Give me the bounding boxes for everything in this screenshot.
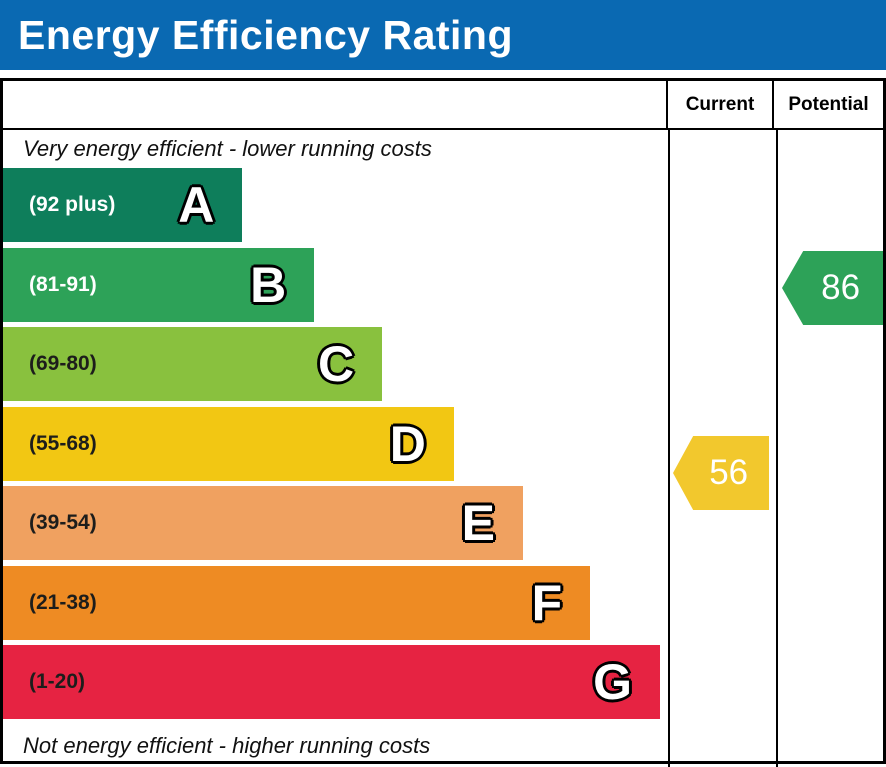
band-range-label: (55-68) [29, 431, 97, 455]
band-bar-e: (39-54) E [3, 486, 524, 560]
band-letter: A [178, 177, 215, 233]
band-row-a: (92 plus) A [3, 168, 668, 242]
band-row-c: (69-80) C [3, 327, 668, 401]
potential-rating-arrow: 86 [782, 251, 883, 325]
band-bar-f: (21-38) F [3, 565, 591, 640]
band-letter: E [461, 495, 496, 551]
current-column: 56 [670, 130, 778, 767]
band-bar-d: (55-68) D [3, 406, 454, 481]
current-rating-value: 56 [709, 453, 749, 492]
caption-bottom: Not energy efficient - higher running co… [23, 732, 431, 758]
band-letter: C [317, 336, 355, 392]
table-header-row: Current Potential [3, 81, 883, 130]
band-range-label: (69-80) [29, 352, 97, 375]
band-range-label: (81-91) [29, 272, 97, 296]
band-bar-a: (92 plus) A [3, 168, 243, 242]
bands-column: Very energy efficient - lower running co… [3, 130, 670, 767]
band-bar-b: (81-91) B [3, 247, 315, 322]
band-range-label: (92 plus) [29, 193, 116, 216]
title-bar: Energy Efficiency Rating [0, 0, 886, 70]
band-row-g: (1-20) G [3, 645, 668, 719]
band-bar-c: (69-80) C [3, 327, 383, 401]
band-letter: F [531, 574, 563, 631]
current-rating-arrow: 56 [673, 436, 769, 510]
band-range-label: (1-20) [29, 670, 86, 693]
potential-column-header: Potential [788, 93, 869, 115]
potential-rating-value: 86 [821, 268, 861, 307]
band-range-label: (39-54) [29, 511, 97, 534]
current-column-header: Current [668, 81, 774, 128]
band-row-f: (21-38) F [3, 565, 668, 640]
band-row-e: (39-54) E [3, 486, 668, 560]
chart-header-cell [3, 81, 668, 128]
page-title: Energy Efficiency Rating [18, 11, 514, 58]
rating-table: Current Potential Very energy efficient … [0, 78, 886, 767]
band-bar-g: (1-20) G [3, 645, 661, 719]
table-body: Very energy efficient - lower running co… [3, 130, 883, 767]
band-letter: G [593, 654, 633, 710]
band-row-b: (81-91) B [3, 247, 668, 322]
potential-column: 86 [778, 130, 883, 767]
caption-top: Very energy efficient - lower running co… [23, 136, 432, 161]
band-row-d: (55-68) D [3, 406, 668, 481]
band-letter: D [389, 415, 426, 472]
bands: (92 plus) A (81-91) B (69-80) C [3, 168, 668, 719]
band-range-label: (21-38) [29, 590, 97, 614]
band-letter: B [250, 256, 287, 313]
